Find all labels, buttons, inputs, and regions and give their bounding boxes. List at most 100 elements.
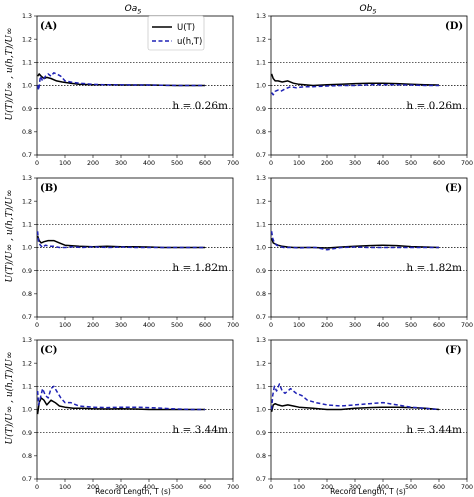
y-tick-label: 1.2 [22,36,32,43]
y-tick-label: 1.0 [22,407,32,414]
height-annotation: h = 0.26m [172,100,228,112]
panel-letter: (D) [445,21,463,32]
series-line-u-h-t [270,231,439,251]
x-tick-label: 200 [321,160,333,167]
y-tick-label: 1.3 [256,175,266,182]
series-line-u-h-t [36,231,205,249]
panel-f: 0.7 0.8 0.9 1.0 1.1 1.2 1.3 0 100 200 300 400 500 600… [256,337,473,491]
y-tick-label: 1.3 [22,175,32,182]
panel-letter: (E) [445,183,462,194]
x-tick-label: 100 [293,484,305,491]
x-tick-label: 0 [35,322,39,329]
x-tick-label: 500 [171,322,183,329]
y-tick-label: 0.7 [256,476,266,483]
y-tick-label: 0.7 [22,476,32,483]
x-tick-label: 700 [227,484,239,491]
x-tick-label: 500 [405,160,417,167]
x-tick-label: 400 [143,322,155,329]
x-tick-label: 600 [199,322,211,329]
x-tick-label: 300 [349,160,361,167]
x-tick-label: 600 [433,484,445,491]
x-tick-label: 700 [461,484,473,491]
series-line-u-h-t [270,383,440,411]
height-annotation: h = 3.44m [406,424,462,436]
x-axis-label-right: Record Length, T (s) [330,487,406,496]
y-tick-label: 1.3 [256,337,266,344]
x-tick-label: 200 [321,484,333,491]
y-tick-label: 0.8 [22,453,32,460]
x-tick-label: 0 [269,322,273,329]
x-tick-label: 300 [349,484,361,491]
y-axis-label: U(T)/U∞ , u(h,T)/U∞ [4,190,15,283]
y-tick-label: 1.1 [22,60,32,67]
x-tick-label: 300 [349,322,361,329]
y-tick-label: 1.0 [256,245,266,252]
column-title-right: Ob5 [360,4,377,16]
y-tick-label: 1.1 [256,60,266,67]
height-annotation: h = 1.82m [406,262,462,274]
y-tick-label: 0.9 [256,106,266,113]
column-title-left: Oa5 [125,4,142,16]
height-annotation: h = 3.44m [172,424,228,436]
x-tick-label: 400 [377,160,389,167]
x-tick-label: 400 [377,484,389,491]
x-tick-label: 100 [59,484,71,491]
x-tick-label: 300 [115,322,127,329]
y-tick-label: 1.2 [256,198,266,205]
y-axis-label: U(T)/U∞ , u(h,T)/U∞ [4,28,15,121]
series-line-u-t [270,402,440,412]
x-tick-label: 0 [269,160,273,167]
y-tick-label: 1.3 [22,337,32,344]
y-tick-label: 1.2 [22,198,32,205]
y-tick-label: 1.3 [22,13,32,20]
x-tick-label: 500 [405,322,417,329]
x-tick-label: 500 [171,484,183,491]
y-tick-label: 1.1 [256,384,266,391]
y-tick-label: 1.3 [256,13,266,20]
y-tick-label: 1.2 [256,360,266,367]
x-tick-label: 500 [405,484,417,491]
x-tick-label: 700 [461,322,473,329]
x-tick-label: 400 [377,322,389,329]
x-tick-label: 100 [59,160,71,167]
y-tick-label: 0.7 [22,152,32,159]
series-line-u-h-t [270,84,439,96]
y-tick-label: 1.0 [256,407,266,414]
panel-d: 0.7 0.8 0.9 1.0 1.1 1.2 1.3 0 100 200 300 400 500 600… [256,13,473,167]
x-tick-label: 200 [87,160,99,167]
panel-letter: (A) [40,21,57,32]
y-tick-label: 0.8 [22,291,32,298]
y-tick-label: 0.9 [22,268,32,275]
x-tick-label: 400 [143,484,155,491]
series-line-u-t [36,397,205,415]
y-tick-label: 1.0 [256,83,266,90]
x-tick-label: 700 [461,160,473,167]
x-tick-label: 200 [321,322,333,329]
x-tick-label: 0 [35,160,39,167]
x-axis-label-left: Record Length, T (s) [95,487,171,496]
panel-letter: (F) [445,345,462,356]
x-tick-label: 0 [35,484,39,491]
series-line-u-t [270,73,440,87]
height-annotation: h = 0.26m [406,100,462,112]
x-tick-label: 100 [59,322,71,329]
x-tick-label: 600 [199,484,211,491]
y-tick-label: 1.1 [22,384,32,391]
x-tick-label: 700 [227,322,239,329]
y-tick-label: 1.0 [22,83,32,90]
legend-label-u-t: U(T) [177,23,195,33]
y-tick-label: 1.2 [256,36,266,43]
svg-text:Ob5: Ob5 [360,4,377,16]
x-tick-label: 100 [293,322,305,329]
x-tick-label: 600 [433,160,445,167]
panel-b: 0.7 0.8 0.9 1.0 1.1 1.2 1.3 0 100 200 300 400 500 600… [4,175,239,329]
x-tick-label: 500 [171,160,183,167]
y-tick-label: 0.8 [256,291,266,298]
panel-c: 0.7 0.8 0.9 1.0 1.1 1.2 1.3 0 100 200 300 400 500 600… [4,337,239,491]
x-tick-label: 200 [87,322,99,329]
svg-text:Oa5: Oa5 [125,4,142,16]
panel-letter: (C) [40,345,57,356]
y-tick-label: 0.7 [256,152,266,159]
y-axis-label: U(T)/U∞ , u(h,T)/U∞ [4,352,15,445]
